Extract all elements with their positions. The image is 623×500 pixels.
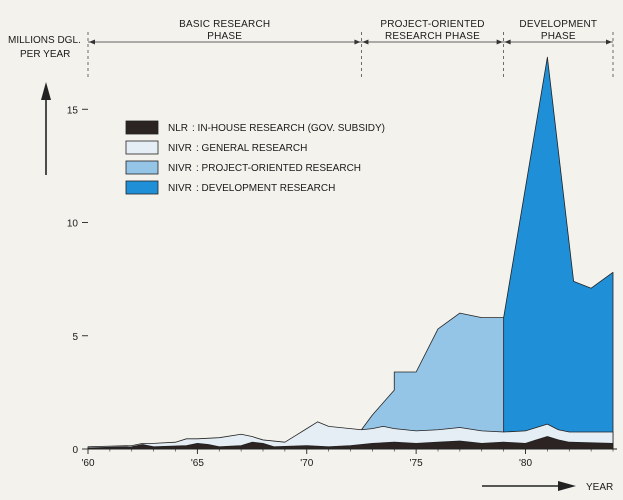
y-axis-label: MILLIONS DGL. PER YEAR xyxy=(8,35,81,60)
legend-swatch xyxy=(125,140,159,155)
x-axis-label: YEAR xyxy=(482,481,613,493)
phase-labels: BASIC RESEARCHPHASEPROJECT-ORIENTEDRESEA… xyxy=(179,19,597,42)
phase-label: DEVELOPMENT xyxy=(519,19,597,30)
legend-swatch xyxy=(125,180,159,195)
legend-label-desc: : GENERAL RESEARCH xyxy=(196,143,307,154)
x-tick-label: '80 xyxy=(519,458,532,469)
x-tick-label: '75 xyxy=(410,458,423,469)
y-arrow-head xyxy=(41,82,51,100)
y-tick-label: 0 xyxy=(72,445,78,456)
y-axis-arrow xyxy=(41,82,51,175)
phase-bracket: BASIC RESEARCHPHASEPROJECT-ORIENTEDRESEA… xyxy=(87,19,614,80)
legend-swatch xyxy=(125,160,159,175)
phase-label: PHASE xyxy=(207,31,242,42)
y-axis-label-line-2: PER YEAR xyxy=(20,49,70,60)
phase-label: PROJECT-ORIENTED xyxy=(380,19,484,30)
nivr-general-area xyxy=(87,421,614,450)
y-tick-label: 10 xyxy=(67,219,79,230)
phase-arrow-left xyxy=(504,39,511,45)
axes: '60 '65 '70 '75 '80 0 5 10 15 xyxy=(67,105,617,469)
y-tick-label: 5 xyxy=(72,332,78,343)
x-tick-label: '60 xyxy=(81,458,94,469)
legend-label-desc: : DEVELOPMENT RESEARCH xyxy=(196,183,335,194)
y-tick-label: 15 xyxy=(67,105,79,116)
nlr-inhouse-area xyxy=(87,436,614,450)
x-axis-label-text: YEAR xyxy=(586,482,613,493)
legend-label-org: NLR xyxy=(168,123,188,134)
legend-swatch xyxy=(125,120,159,135)
phase-label: PHASE xyxy=(541,31,576,42)
nivr-project-area xyxy=(361,312,505,450)
legend-label-org: NIVR xyxy=(168,183,192,194)
phase-arrow-left xyxy=(362,39,369,45)
legend-label-org: NIVR xyxy=(168,143,192,154)
x-arrow-head xyxy=(558,481,576,491)
x-tick-label: '65 xyxy=(191,458,204,469)
phase-arrow-left xyxy=(89,39,95,45)
phase-dividers xyxy=(87,32,614,80)
y-axis-label-line-1: MILLIONS DGL. xyxy=(8,35,81,46)
phase-arrow-right xyxy=(496,39,503,45)
plot-area xyxy=(87,56,614,450)
nivr-development-area xyxy=(503,56,614,450)
x-tick-label: '70 xyxy=(300,458,313,469)
legend-label-desc: : PROJECT-ORIENTED RESEARCH xyxy=(196,163,361,174)
legend-label-org: NIVR xyxy=(168,163,192,174)
phase-arrow-right xyxy=(354,39,361,45)
phase-arrow-right xyxy=(606,39,612,45)
phase-label: BASIC RESEARCH xyxy=(179,19,270,30)
phase-label: RESEARCH PHASE xyxy=(385,31,480,42)
legend: NLR: IN-HOUSE RESEARCH (GOV. SUBSIDY)NIV… xyxy=(125,120,385,195)
legend-label-desc: : IN-HOUSE RESEARCH (GOV. SUBSIDY) xyxy=(192,123,385,134)
